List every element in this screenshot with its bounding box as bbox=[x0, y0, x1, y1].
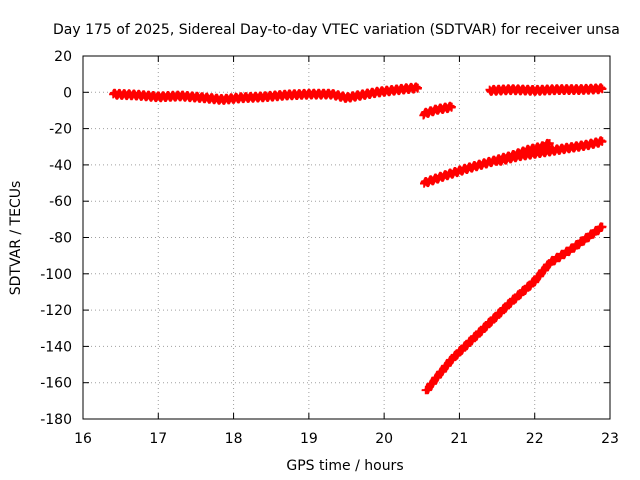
x-tick-label: 18 bbox=[225, 431, 243, 447]
x-tick-label: 23 bbox=[601, 431, 619, 447]
chart-title: Day 175 of 2025, Sidereal Day-to-day VTE… bbox=[53, 22, 620, 38]
grid-lines bbox=[83, 56, 610, 419]
tick-labels: 16 17 18 19 20 21 22 23 20 0 -20 -40 -60 -80 -100 -120 -… bbox=[40, 49, 619, 447]
y-tick-label: 0 bbox=[63, 85, 72, 101]
x-tick-label: 19 bbox=[300, 431, 318, 447]
series-markers bbox=[493, 136, 607, 166]
x-tick-label: 16 bbox=[74, 431, 92, 447]
y-tick-label: -80 bbox=[49, 231, 72, 247]
series-track-3 bbox=[485, 83, 607, 96]
series-markers bbox=[419, 101, 456, 120]
series-markers bbox=[421, 222, 607, 395]
y-axis-title: SDTVAR / TECUs bbox=[8, 181, 24, 296]
series-track-2 bbox=[419, 101, 456, 120]
y-tick-label: -40 bbox=[49, 158, 72, 174]
data-points bbox=[109, 82, 607, 395]
y-tick-label: -160 bbox=[40, 376, 72, 392]
x-tick-label: 20 bbox=[375, 431, 393, 447]
y-tick-label: 20 bbox=[54, 49, 72, 65]
y-tick-label: -20 bbox=[49, 122, 72, 138]
axis-ticks bbox=[82, 55, 611, 420]
x-tick-label: 21 bbox=[451, 431, 469, 447]
series-track-5 bbox=[493, 136, 607, 166]
y-tick-label: -120 bbox=[40, 303, 72, 319]
series-markers bbox=[485, 83, 607, 96]
x-axis-title: GPS time / hours bbox=[286, 458, 403, 474]
x-tick-label: 17 bbox=[149, 431, 167, 447]
y-tick-label: -60 bbox=[49, 194, 72, 210]
y-tick-label: -140 bbox=[40, 339, 72, 355]
series-track-1 bbox=[109, 82, 422, 105]
series-track-6 bbox=[421, 222, 607, 395]
x-tick-label: 22 bbox=[526, 431, 544, 447]
y-tick-label: -100 bbox=[40, 267, 72, 283]
series-markers bbox=[109, 82, 422, 105]
y-tick-label: -180 bbox=[40, 412, 72, 428]
